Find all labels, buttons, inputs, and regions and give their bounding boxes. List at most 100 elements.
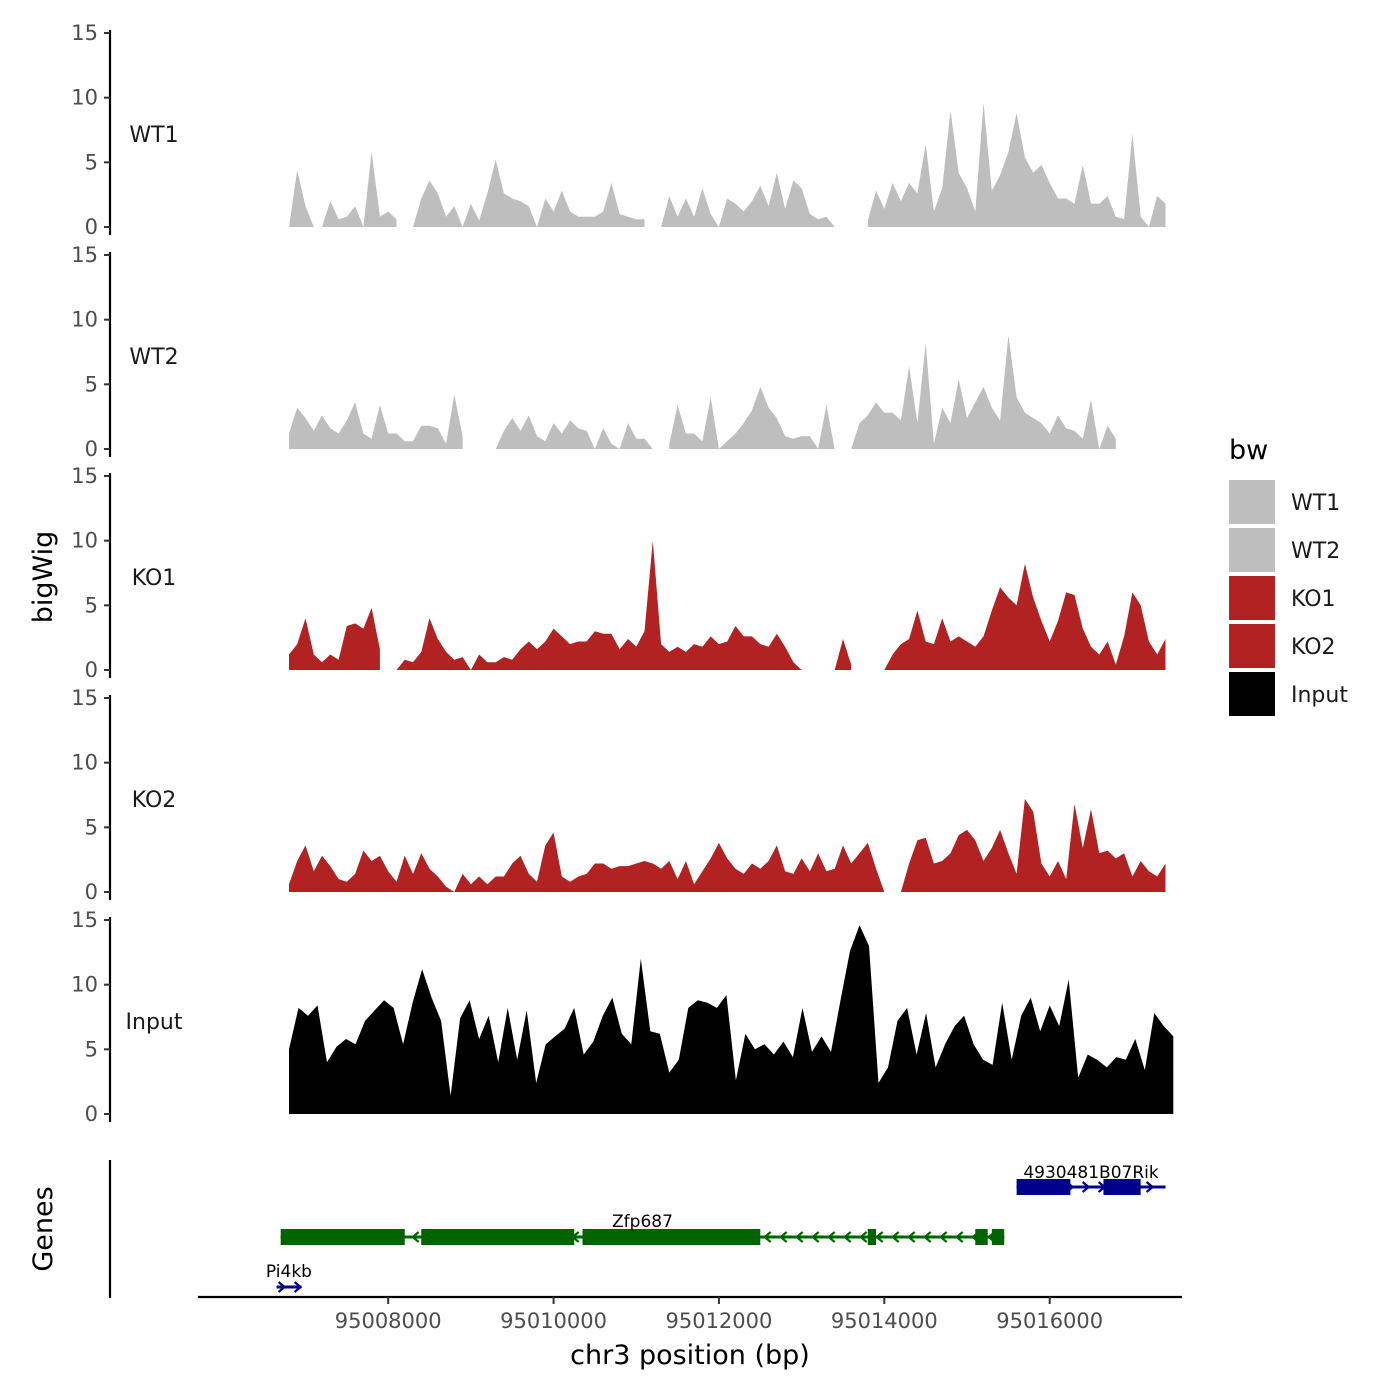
strand-arrow (1049, 1181, 1059, 1193)
legend-label: Input (1291, 683, 1348, 708)
strand-arrow (906, 1231, 916, 1243)
gene-label: Zfp687 (612, 1212, 673, 1232)
strand-arrow (458, 1231, 468, 1243)
strand-arrow (538, 1231, 548, 1243)
legend-item-ko2: KO2 (1229, 624, 1336, 668)
legend-label: WT2 (1291, 539, 1340, 564)
strand-arrow (314, 1231, 324, 1243)
strand-arrow (1065, 1181, 1075, 1193)
y-tick-label: 15 (71, 243, 98, 267)
strand-arrow (330, 1231, 340, 1243)
coverage-area-wt2 (669, 386, 835, 449)
legend-label: WT1 (1291, 491, 1340, 516)
strand-arrow (986, 1231, 996, 1243)
strand-arrow (794, 1231, 804, 1243)
y-tick-label: 5 (85, 1037, 98, 1061)
strand-arrow (698, 1231, 708, 1243)
y-tick-label: 10 (71, 751, 98, 775)
strand-arrow (922, 1231, 932, 1243)
gene-exon (280, 1229, 405, 1245)
strand-arrow (842, 1231, 852, 1243)
coverage-area-input (289, 925, 1174, 1114)
y-tick-label: 10 (71, 973, 98, 997)
y-tick-label: 5 (85, 150, 98, 174)
gene-exon (991, 1229, 1005, 1245)
y-tick-label: 0 (85, 880, 98, 904)
track-label: KO2 (132, 788, 177, 813)
legend-title: bw (1229, 435, 1268, 466)
strand-arrow (714, 1231, 724, 1243)
y-tick-label: 15 (71, 686, 98, 710)
y-tick-label: 0 (85, 437, 98, 461)
strand-arrow (410, 1231, 420, 1243)
x-axis: 95008000 95010000 95012000 95014000 95016000 (198, 1295, 1182, 1333)
gene-exon (975, 1229, 988, 1245)
strand-arrow (874, 1231, 884, 1243)
y-tick-label: 0 (85, 658, 98, 682)
y-tick-label: 15 (71, 21, 98, 45)
strand-arrow (666, 1231, 676, 1243)
strand-arrow (298, 1231, 308, 1243)
x-tick-label: 95010000 (500, 1309, 607, 1333)
track-label: KO1 (132, 566, 177, 591)
coverage-area-wt2 (289, 394, 463, 449)
y-tick-label: 5 (85, 815, 98, 839)
strand-arrow (826, 1231, 836, 1243)
x-tick-label: 95012000 (665, 1309, 772, 1333)
strand-arrow (362, 1231, 372, 1243)
track-wt1: 0 5 10 15 WT1 (71, 21, 1166, 239)
coverage-area-ko1 (884, 563, 1166, 670)
coverage-area-ko1 (289, 607, 380, 670)
y-tick-label: 10 (71, 86, 98, 110)
coverage-area-ko2 (289, 832, 885, 892)
coverage-area-wt1 (413, 159, 645, 227)
strand-arrow (394, 1231, 404, 1243)
y-tick-label: 15 (71, 908, 98, 932)
y-tick-label: 5 (85, 372, 98, 396)
y-axis-title: bigWig (28, 531, 59, 624)
strand-arrow (442, 1231, 452, 1243)
strand-arrow (970, 1231, 980, 1243)
strand-arrow (277, 1281, 287, 1293)
gene-annotation-panel: 4930481B07Rik Zfp687 Pi4kb (108, 1160, 1166, 1298)
strand-arrow (490, 1231, 500, 1243)
gene-panel-title: Genes (28, 1186, 59, 1271)
strand-arrow (618, 1231, 628, 1243)
gene-label: 4930481B07Rik (1023, 1163, 1159, 1183)
coverage-area-ko1 (834, 639, 852, 670)
legend: bw WT1 WT2 KO1 KO2 Input (1229, 435, 1348, 716)
track-input: 0 5 10 15 Input (71, 908, 1174, 1126)
strand-arrow (346, 1231, 356, 1243)
x-tick-label: 95016000 (996, 1309, 1103, 1333)
strand-arrow (634, 1231, 644, 1243)
y-tick-label: 0 (85, 1102, 98, 1126)
strand-arrow (1113, 1181, 1123, 1193)
coverage-area-wt1 (289, 152, 397, 227)
legend-label: KO1 (1291, 587, 1336, 612)
strand-arrow (586, 1231, 596, 1243)
track-label: WT2 (129, 345, 178, 370)
strand-arrow (650, 1231, 660, 1243)
coverage-area-wt1 (661, 172, 835, 227)
x-tick-label: 95008000 (335, 1309, 442, 1333)
coverage-area-wt1 (867, 102, 1166, 227)
legend-swatch (1229, 480, 1275, 524)
y-tick-label: 10 (71, 529, 98, 553)
legend-swatch (1229, 624, 1275, 668)
legend-swatch (1229, 528, 1275, 572)
strand-arrow (1129, 1181, 1139, 1193)
coverage-area-ko1 (396, 540, 802, 670)
strand-arrow (282, 1231, 292, 1243)
legend-label: KO2 (1291, 635, 1336, 660)
strand-arrow (890, 1231, 900, 1243)
track-label: WT1 (129, 123, 178, 148)
strand-arrow (682, 1231, 692, 1243)
gene-exon (421, 1229, 575, 1245)
gene-label: Pi4kb (266, 1262, 312, 1282)
strand-arrow (570, 1231, 580, 1243)
strand-arrow (474, 1231, 484, 1243)
gene-exon (1016, 1179, 1071, 1195)
strand-arrow (762, 1231, 772, 1243)
strand-arrow (522, 1231, 532, 1243)
